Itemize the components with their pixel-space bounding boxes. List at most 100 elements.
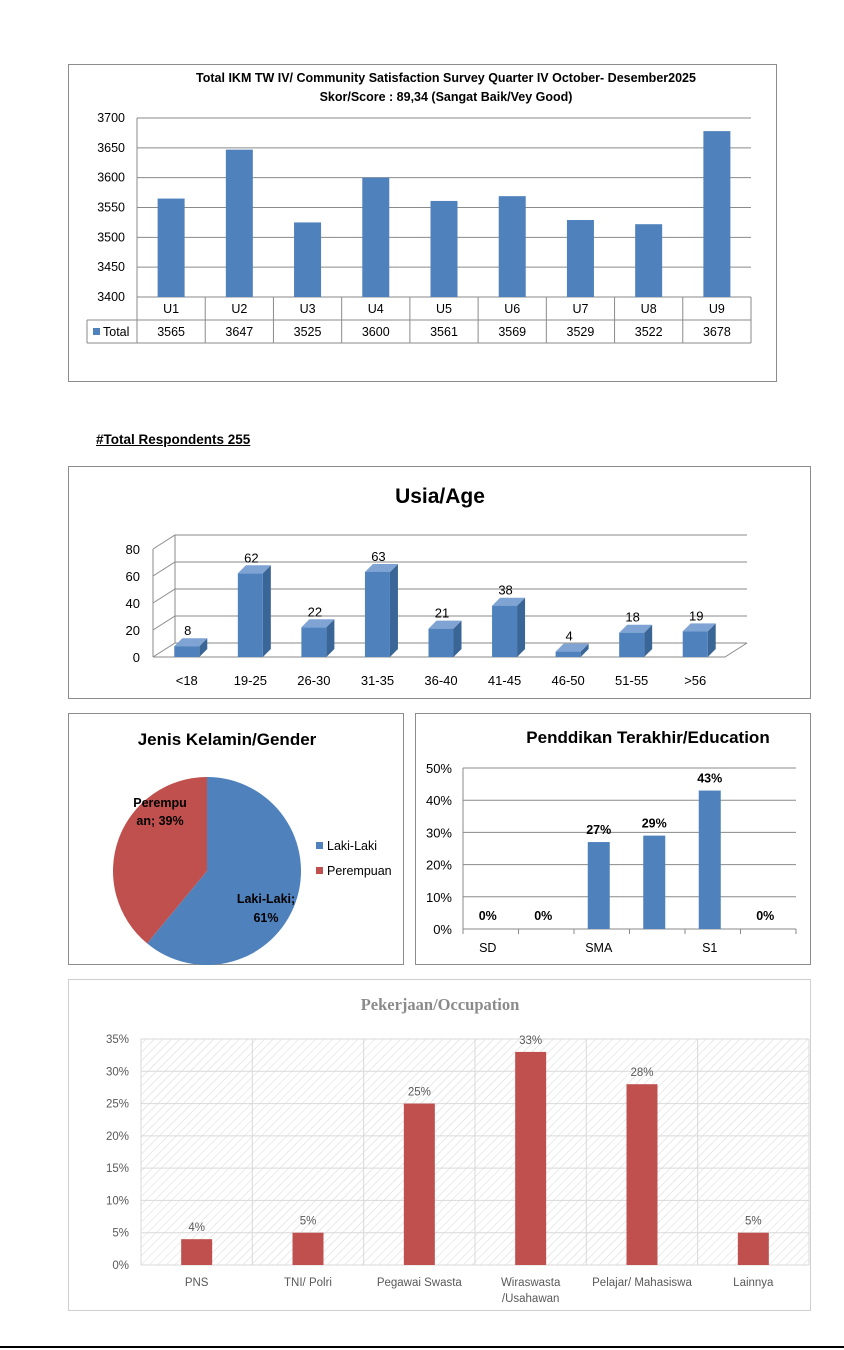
- value-label: 3565: [157, 325, 185, 339]
- data-label: 4%: [188, 1222, 205, 1234]
- y-tick-label: 60: [126, 569, 140, 584]
- value-label: 3600: [362, 325, 390, 339]
- bar-side-19-25: [262, 565, 271, 657]
- chart-title: Usia/Age: [395, 485, 485, 508]
- data-label: 0%: [534, 909, 552, 923]
- x-tick-label: Lainnya: [733, 1277, 774, 1289]
- data-label: 5%: [745, 1216, 762, 1228]
- x-tick-label: 19-25: [234, 673, 267, 688]
- y-tick-label: 40: [126, 596, 140, 611]
- bar-41-45: [492, 605, 518, 657]
- y-tick-label: 3450: [97, 260, 125, 274]
- bar-occupation-0: [181, 1239, 213, 1265]
- y-tick-label: 35%: [106, 1034, 129, 1046]
- bar-top-51-55: [619, 624, 653, 633]
- bar-side-46-50: [580, 643, 589, 657]
- x-tick-label: Wiraswasta: [501, 1277, 561, 1289]
- legend-swatch-laki-laki: [316, 842, 323, 849]
- x-tick-label: /Usahawan: [502, 1293, 560, 1305]
- bar-side->56: [707, 623, 716, 657]
- bar-top-26-30: [301, 619, 335, 628]
- legend-label-laki-laki: Laki-Laki: [327, 839, 377, 853]
- bar-U4: [362, 177, 390, 297]
- data-label: 4: [565, 629, 572, 644]
- bar-side-26-30: [326, 619, 335, 657]
- chart-title: Total IKM TW IV/ Community Satisfaction …: [196, 71, 696, 85]
- bar-top-36-40: [428, 620, 462, 629]
- x-tick-label: 41-45: [488, 673, 521, 688]
- pie-slice-laki-laki: [147, 777, 301, 965]
- x-tick-label: 51-55: [615, 673, 648, 688]
- education-chart: Penddikan Terakhir/Education 0% 10% 20% 30% 4…: [426, 728, 797, 955]
- bar-19-25: [237, 573, 263, 657]
- data-label: 27%: [586, 823, 611, 837]
- data-label: 21: [435, 606, 449, 621]
- bar-31-35: [364, 571, 390, 657]
- data-label: 33%: [519, 1035, 542, 1047]
- bar-51-55: [619, 632, 645, 657]
- data-label: 25%: [408, 1087, 431, 1099]
- bottom-rule: [0, 1346, 844, 1348]
- category-label: U6: [504, 302, 520, 316]
- occupation-chart: Pekerjaan/Occupation 0% 5% 10% 15% 20% 25% 30% 3…: [106, 995, 810, 1305]
- legend-swatch-perempuan: [316, 867, 323, 874]
- y-tick-label: 30%: [106, 1066, 129, 1078]
- category-label: U8: [641, 302, 657, 316]
- value-label: 3525: [294, 325, 322, 339]
- slice-label-perempuan-line2: an; 39%: [136, 814, 183, 828]
- value-label: 3647: [225, 325, 253, 339]
- x-tick-label: 31-35: [361, 673, 394, 688]
- y-tick-label: 0%: [112, 1260, 129, 1272]
- bar-side-36-40: [453, 620, 462, 657]
- data-label: 19: [689, 608, 703, 623]
- y-tick-label: 20%: [106, 1131, 129, 1143]
- bar-U2: [225, 149, 253, 297]
- x-tick-label: 26-30: [297, 673, 330, 688]
- bar-side-41-45: [517, 597, 526, 657]
- slice-label-laki-laki-line2: 61%: [253, 911, 278, 925]
- category-label: U7: [572, 302, 588, 316]
- data-label: 38: [498, 583, 512, 598]
- age-chart-panel: Usia/Age 0 20 40 60 80 8 <18 62 19-25 22 26-30 63 31-…: [68, 466, 811, 699]
- data-label: 0%: [479, 909, 497, 923]
- bar-occupation-2: [403, 1103, 435, 1265]
- bar-top-41-45: [492, 597, 526, 606]
- chart-subtitle: Skor/Score : 89,34 (Sangat Baik/Vey Good…: [320, 90, 573, 104]
- legend-label-perempuan: Perempuan: [327, 864, 392, 878]
- slice-label-perempuan-line1: Perempu: [133, 796, 187, 810]
- ikm-chart-panel: Total IKM TW IV/ Community Satisfaction …: [68, 64, 777, 382]
- bar-<18: [174, 646, 200, 657]
- bar-top->56: [682, 623, 716, 632]
- y-tick-label: 3500: [97, 230, 125, 244]
- bar-side-31-35: [389, 563, 398, 657]
- x-tick-label: Pelajar/ Mahasiswa: [592, 1277, 692, 1289]
- bar-U9: [703, 131, 731, 297]
- bar-top-19-25: [237, 565, 271, 574]
- y-tick-label: 10%: [426, 890, 452, 905]
- age-chart: Usia/Age 0 20 40 60 80 8 <18 62 19-25 22 26-30 63 31-…: [126, 485, 748, 688]
- y-tick-label: 40%: [426, 793, 452, 808]
- x-tick-label: SMA: [585, 941, 613, 955]
- bar-U6: [498, 196, 526, 297]
- value-label: 3561: [430, 325, 458, 339]
- data-label: 63: [371, 549, 385, 564]
- bar-education-2: [587, 842, 610, 929]
- x-tick-label: >56: [684, 673, 706, 688]
- data-label: 29%: [642, 817, 667, 831]
- data-label: 62: [244, 550, 258, 565]
- bar-U5: [430, 200, 458, 297]
- bar-occupation-5: [737, 1232, 769, 1265]
- bar-education-4: [698, 790, 721, 929]
- y-tick-label: 10%: [106, 1195, 129, 1207]
- chart-title: Jenis Kelamin/Gender: [138, 730, 317, 749]
- gender-chart: Jenis Kelamin/Gender Laki-Laki; 61% Perempu…: [113, 730, 392, 965]
- data-label: 18: [625, 610, 639, 625]
- x-tick-label: SD: [479, 941, 496, 955]
- category-label: U1: [163, 302, 179, 316]
- category-label: U3: [300, 302, 316, 316]
- value-label: 3529: [567, 325, 595, 339]
- y-tick-label: 0: [133, 650, 140, 665]
- bar-26-30: [301, 627, 327, 657]
- x-tick-label: Pegawai Swasta: [377, 1277, 463, 1289]
- y-tick-label: 30%: [426, 825, 452, 840]
